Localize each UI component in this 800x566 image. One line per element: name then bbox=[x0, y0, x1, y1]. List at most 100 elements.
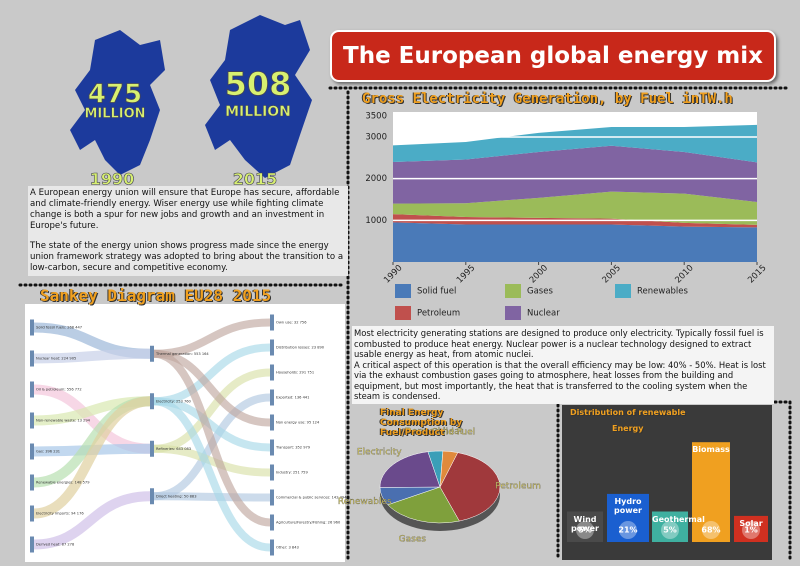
value-badge bbox=[576, 521, 594, 539]
x-tick-label: 2015 bbox=[746, 263, 768, 285]
sankey-flow bbox=[33, 348, 151, 364]
map-value: 475 bbox=[88, 80, 142, 110]
sankey-label: Direct heating: 50 883 bbox=[156, 494, 197, 498]
value-label: 5% bbox=[663, 526, 677, 535]
sankey-node bbox=[30, 412, 34, 429]
sankey-flow bbox=[153, 368, 271, 453]
sankey-node bbox=[30, 381, 34, 398]
value-label: 5% bbox=[578, 526, 592, 535]
y-tick-label: 1000 bbox=[365, 216, 387, 226]
sankey-node bbox=[30, 536, 34, 553]
pie-label: Derived heat bbox=[405, 427, 464, 437]
value-badge bbox=[619, 521, 637, 539]
legend-swatch bbox=[395, 306, 411, 320]
bar-category: Geothermal bbox=[652, 514, 705, 524]
sankey-node bbox=[270, 339, 274, 356]
y-tick-label: 3000 bbox=[365, 133, 387, 143]
map-unit: MILLION bbox=[84, 107, 145, 122]
x-tick-label: 2010 bbox=[673, 263, 695, 285]
sankey-label: Oil & petroleum: 556 772 bbox=[36, 388, 82, 392]
sankey-node bbox=[30, 443, 34, 460]
sankey-flow bbox=[153, 349, 271, 527]
sankey-label: Nuclear heat: 224 905 bbox=[36, 357, 76, 361]
sankey-node bbox=[270, 464, 274, 481]
value-label: 1% bbox=[744, 526, 758, 535]
pie-slice bbox=[387, 486, 460, 524]
value-label: 68% bbox=[701, 526, 720, 535]
notes-text: Most electricity generating stations are… bbox=[352, 326, 774, 404]
sankey-label: Refineries: 643 083 bbox=[156, 447, 191, 451]
sankey-label: Solid fossil fuels: 268 447 bbox=[36, 326, 82, 330]
sankey-node bbox=[30, 474, 34, 491]
legend-label: Nuclear bbox=[527, 309, 560, 319]
sankey-flow bbox=[33, 396, 151, 519]
main-title: The European global energy mix bbox=[330, 30, 776, 82]
bar-subtitle: Energy bbox=[612, 424, 644, 433]
x-tick-label: 2000 bbox=[528, 263, 550, 285]
sankey-label: Thermal generation: 553 164 bbox=[155, 352, 209, 356]
pie-slice bbox=[439, 450, 459, 488]
sankey-label: Agriculture/Forestry/Fishing: 26 960 bbox=[276, 521, 341, 525]
sankey-flow bbox=[33, 491, 151, 550]
intro-text: A European energy union will ensure that… bbox=[28, 186, 348, 276]
legend-label: Renewables bbox=[637, 287, 689, 297]
sankey-label: Other: 3 843 bbox=[276, 546, 299, 550]
sankey-node bbox=[270, 389, 274, 406]
pie-title: Final Energy Consumption by Fuel/Product bbox=[380, 408, 463, 438]
map-unit: MILLION bbox=[225, 104, 291, 120]
bar-category: Hydro power bbox=[614, 496, 642, 515]
sankey-node bbox=[270, 539, 274, 556]
sankey-node bbox=[150, 488, 154, 505]
map-1990 bbox=[70, 30, 165, 175]
sankey-label: Industry: 251 759 bbox=[276, 471, 308, 475]
area-series bbox=[393, 124, 757, 163]
sankey-label: Commercial & public services: 142 394 bbox=[276, 496, 347, 500]
bar bbox=[567, 511, 603, 542]
pie-slice bbox=[439, 452, 501, 522]
pie-label: Electricity bbox=[357, 448, 402, 458]
area-series bbox=[393, 191, 757, 225]
bar bbox=[607, 493, 649, 542]
sankey-node bbox=[150, 440, 154, 457]
sankey-flow bbox=[153, 444, 271, 477]
x-tick-label: 2005 bbox=[601, 263, 623, 285]
x-tick-label: 1995 bbox=[455, 263, 477, 285]
sankey-node bbox=[270, 439, 274, 456]
sankey-node bbox=[150, 345, 154, 362]
bar-category: Solar bbox=[739, 518, 763, 528]
pie-slice bbox=[379, 451, 441, 488]
paragraph: A critical aspect of this operation is t… bbox=[354, 359, 766, 402]
paragraph: A European energy union will ensure that… bbox=[30, 188, 340, 231]
sankey-label: Households: 291 751 bbox=[276, 371, 314, 375]
pie-label: Petroleum bbox=[495, 482, 541, 492]
sankey-label: Transport: 352 979 bbox=[275, 446, 311, 450]
bar bbox=[692, 442, 730, 542]
map-year: 2015 bbox=[233, 170, 278, 189]
sankey-label: Electricity imports: 94 176 bbox=[36, 512, 84, 516]
sankey-node bbox=[270, 489, 274, 506]
pie-label: Renewables bbox=[338, 497, 392, 507]
sankey-node bbox=[270, 314, 274, 331]
x-tick-label: 1990 bbox=[382, 263, 404, 285]
legend-label: Petroleum bbox=[417, 309, 460, 319]
sankey-flow bbox=[153, 492, 271, 502]
paragraph: Most electricity generating stations are… bbox=[354, 328, 764, 359]
bar-title: Distribution of renewable bbox=[570, 408, 686, 417]
value-badge bbox=[742, 521, 760, 539]
y-tick-label: 2000 bbox=[365, 174, 387, 184]
sankey-node bbox=[150, 393, 154, 410]
bar bbox=[734, 515, 768, 542]
sankey-label: Exported: 136 441 bbox=[276, 396, 309, 400]
sankey-node bbox=[30, 319, 34, 336]
legend-swatch bbox=[615, 284, 631, 298]
sankey-label: Own use: 32 756 bbox=[276, 321, 307, 325]
sankey-title: Sankey Diagram EU28 2015 bbox=[40, 286, 272, 305]
bar-category: Biomass bbox=[692, 445, 730, 455]
sankey-label: Non-renewable waste: 13 294 bbox=[36, 419, 91, 423]
area-series bbox=[393, 145, 757, 204]
bar bbox=[652, 511, 688, 542]
sankey-label: Gas: 396 231 bbox=[36, 450, 60, 454]
legend-swatch bbox=[505, 306, 521, 320]
